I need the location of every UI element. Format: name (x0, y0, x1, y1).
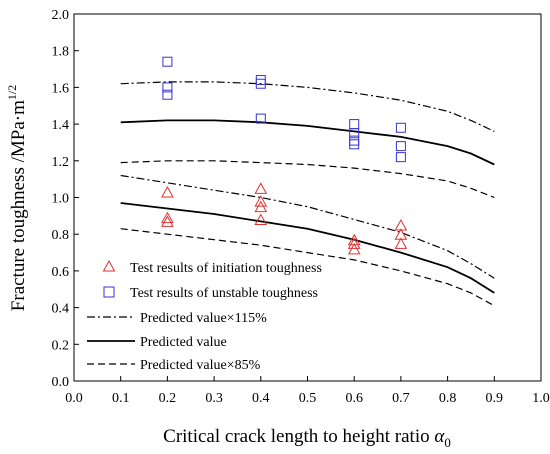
initiation-toughness-point (347, 237, 361, 249)
unstable-toughness-point (349, 119, 360, 130)
y-tick-label: 1.2 (52, 155, 70, 170)
legend-item-unstable: Test results of unstable toughness (103, 286, 318, 301)
x-tick-label: 0.5 (299, 391, 317, 406)
y-tick-label: 0.2 (52, 338, 70, 353)
x-tick-label: 0.8 (439, 391, 457, 406)
unstable-toughness-point (395, 122, 406, 133)
curve-dashed-initiation (120, 228, 495, 307)
initiation-toughness-point (394, 237, 408, 249)
legend-item-predicted-115: Predicted value×115% (87, 311, 267, 326)
legend-item-initiation: Test results of initiation toughness (102, 259, 322, 276)
y-axis-title-superscript: 1/2 (5, 85, 19, 100)
y-axis-title: Fracture toughness /MPa·m1/2 (5, 85, 29, 311)
series-markers (161, 56, 408, 255)
curve-solid-initiation (120, 202, 495, 294)
initiation-toughness-point (254, 213, 268, 226)
series-lines (120, 81, 495, 307)
initiation-toughness-point (254, 200, 268, 213)
y-tick-label: 1.8 (52, 45, 70, 60)
legend-item-predicted-85: Predicted value×85% (87, 358, 261, 373)
unstable-toughness-point (349, 139, 360, 150)
legend: Test results of initiation toughness Tes… (87, 259, 322, 373)
x-axis-title: Critical crack length to height ratio α0 (163, 426, 451, 450)
unstable-toughness-point (395, 141, 406, 152)
unstable-toughness-point (255, 78, 266, 89)
unstable-toughness-point (162, 82, 173, 93)
unstable-toughness-point (162, 56, 173, 67)
legend-label-predicted-115: Predicted value×115% (140, 311, 267, 326)
y-tick-label: 0.0 (52, 375, 70, 390)
x-tick-label: 0.2 (159, 391, 177, 406)
x-tick-label: 0.9 (486, 391, 504, 406)
unstable-toughness-point (255, 113, 266, 124)
x-axis-title-subscript: 0 (444, 435, 451, 450)
x-axis-title-text: Critical crack length to height ratio (163, 426, 429, 447)
initiation-toughness-point (254, 195, 268, 207)
unstable-toughness-point (349, 128, 360, 139)
y-tick-label: 1.4 (52, 118, 70, 133)
y-tick-label: 0.8 (52, 228, 70, 243)
curve-dashdot-initiation (120, 174, 495, 279)
axis-ticks: 0.0 0.1 0.2 0.3 0.4 0.5 0.6 0.7 0.8 0.9 1.0 0.0 0.2 0… (52, 8, 550, 406)
legend-label-initiation: Test results of initiation toughness (130, 261, 322, 276)
initiation-toughness-point (347, 242, 361, 255)
legend-marker-square (103, 286, 115, 298)
x-tick-label: 0.3 (205, 391, 223, 406)
y-tick-label: 2.0 (52, 8, 70, 23)
x-tick-label: 1.0 (532, 391, 550, 406)
x-tick-label: 0.7 (392, 391, 410, 406)
legend-label-unstable: Test results of unstable toughness (130, 286, 318, 301)
curve-dashdot-unstable (120, 81, 495, 132)
y-tick-label: 1.0 (52, 192, 70, 207)
x-axis-title-symbol: α (434, 426, 445, 447)
initiation-toughness-point (161, 215, 174, 227)
curve-dashed-unstable (120, 160, 495, 199)
initiation-toughness-point (161, 211, 174, 224)
curve-solid-unstable (120, 119, 495, 166)
initiation-toughness-point (161, 185, 174, 198)
y-tick-label: 0.6 (52, 265, 70, 280)
legend-marker-triangle (102, 259, 116, 272)
x-tick-label: 0.0 (65, 391, 83, 406)
legend-item-predicted: Predicted value (87, 335, 227, 350)
legend-label-predicted-85: Predicted value×85% (140, 358, 261, 373)
unstable-toughness-point (162, 89, 173, 100)
y-tick-label: 1.6 (52, 81, 70, 96)
y-axis-title-text: Fracture toughness /MPa·m (8, 100, 29, 311)
legend-label-predicted: Predicted value (140, 335, 227, 350)
x-tick-label: 0.4 (252, 391, 270, 406)
unstable-toughness-point (395, 152, 406, 163)
x-tick-label: 0.1 (112, 391, 130, 406)
x-tick-label: 0.6 (345, 391, 363, 406)
y-tick-label: 0.4 (52, 302, 70, 317)
initiation-toughness-point (254, 182, 268, 194)
